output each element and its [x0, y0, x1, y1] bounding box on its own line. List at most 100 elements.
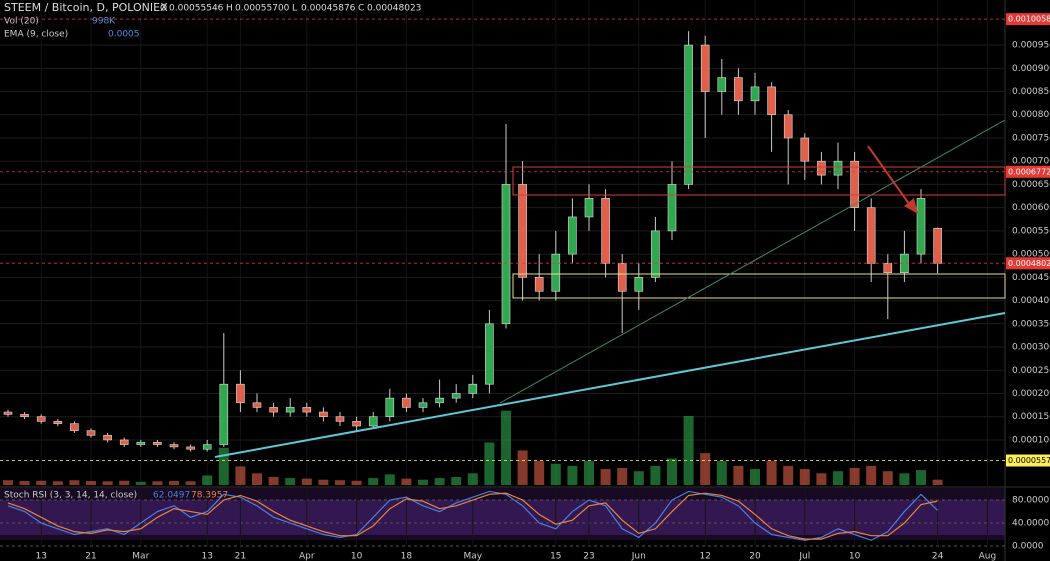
volume-bar — [3, 480, 13, 485]
candle-body — [86, 430, 96, 436]
candle-body — [335, 416, 345, 422]
price-label: 0.00005571 — [1008, 456, 1050, 465]
x-tick-label: 20 — [749, 552, 761, 561]
volume-value: 998K — [92, 17, 116, 27]
candle-body — [269, 407, 278, 413]
candle-body — [817, 160, 826, 176]
volume-bar — [185, 481, 196, 485]
y-tick-label: 0.00045000 — [1012, 273, 1050, 283]
volume-bar — [633, 471, 644, 485]
candle-body — [418, 402, 428, 408]
candle-body — [319, 411, 328, 418]
volume-bar — [36, 480, 47, 485]
volume-bar — [102, 481, 113, 485]
volume-bar — [716, 461, 727, 485]
stoch-legend: Stoch RSI (3, 3, 14, 14, close) — [4, 491, 137, 501]
candle-body — [202, 444, 212, 450]
candle-body — [767, 86, 776, 116]
stoch-tick-label: 0.0000 — [1012, 542, 1044, 552]
candle-body — [518, 184, 527, 278]
candle-body — [634, 277, 644, 292]
candle-body — [186, 446, 195, 450]
x-tick-label: Mar — [132, 552, 149, 561]
stoch-k-value: 62.0497 — [153, 491, 190, 501]
volume-bar — [451, 477, 462, 485]
y-tick-label: 0.00095000 — [1012, 41, 1050, 51]
price-label: 0.00048023 — [1008, 259, 1050, 268]
candle-body — [485, 323, 494, 385]
stoch-d-value: 78.3957 — [191, 491, 228, 501]
candle-body — [717, 77, 727, 92]
x-tick-label: 23 — [583, 552, 594, 561]
volume-bar — [69, 480, 80, 485]
candle-body — [833, 160, 843, 176]
candle-body — [468, 383, 478, 394]
x-tick-label: 21 — [235, 552, 246, 561]
volume-bar — [866, 465, 877, 485]
ohlc-label: C — [358, 4, 364, 14]
volume-bar — [584, 461, 594, 485]
y-tick-label: 0.00060000 — [1012, 203, 1050, 213]
candle-body — [883, 263, 893, 273]
volume-bar — [434, 478, 445, 485]
candle-body — [617, 263, 627, 292]
y-tick-label: 0.00075000 — [1012, 133, 1050, 143]
candle-body — [750, 86, 760, 102]
volume-bar — [252, 473, 262, 485]
symbol-title[interactable]: STEEM / Bitcoin, D, POLONIEX — [4, 1, 168, 14]
x-tick-label: Jul — [798, 552, 810, 561]
arrow-head — [904, 198, 918, 214]
volume-bar — [534, 461, 545, 485]
candle-body — [3, 411, 13, 415]
volume-bar — [567, 465, 578, 485]
candle-body — [866, 207, 876, 264]
candle-body — [435, 397, 444, 404]
volume-bar — [301, 478, 312, 485]
candle-body — [850, 160, 859, 208]
candle-body — [70, 423, 79, 431]
x-tick-label: 18 — [401, 552, 413, 561]
price-label-box — [1006, 165, 1050, 178]
volume-bar — [218, 447, 229, 485]
candle-body — [236, 383, 245, 404]
resistance-box — [512, 166, 1006, 196]
volume-bar — [932, 479, 943, 485]
candle-body — [352, 421, 361, 427]
ema-value: 0.0005 — [108, 30, 140, 40]
candle-body — [667, 184, 677, 232]
volume-bar — [899, 473, 910, 485]
candle-body — [501, 184, 511, 325]
volume-bar — [86, 481, 96, 485]
y-tick-label: 0.00035000 — [1012, 319, 1050, 329]
volume-bar — [833, 471, 843, 485]
x-tick-label: Aug — [979, 552, 997, 561]
y-tick-label: 0.00080000 — [1012, 110, 1050, 120]
candle-body — [252, 402, 262, 408]
candle-body — [136, 441, 146, 445]
volume-bar — [501, 410, 511, 485]
x-tick-label: Apr — [299, 552, 315, 561]
volume-bar — [335, 480, 345, 485]
y-tick-label: 0.00030000 — [1012, 343, 1050, 353]
y-tick-label: 0.00085000 — [1012, 87, 1050, 97]
volume-bar — [235, 466, 246, 485]
volume-bar — [600, 469, 611, 485]
y-tick-label: 0.00055000 — [1012, 226, 1050, 236]
x-tick-label: 12 — [699, 552, 710, 561]
candle-body — [584, 198, 594, 218]
y-tick-label: 0.00090000 — [1012, 64, 1050, 74]
y-tick-label: 0.00010000 — [1012, 435, 1050, 445]
volume-bar — [384, 474, 395, 485]
volume-bar — [119, 480, 130, 485]
price-label-box — [1006, 454, 1050, 467]
volume-bar — [783, 465, 794, 485]
candle-body — [551, 253, 561, 292]
x-tick-label: 21 — [85, 552, 96, 561]
volume-bar — [52, 481, 63, 485]
ohlc-value: 0.00055546 — [169, 4, 224, 14]
x-tick-label: 24 — [932, 552, 944, 561]
volume-bar — [733, 465, 744, 485]
trend-line — [214, 312, 1006, 458]
volume-bar — [351, 480, 362, 485]
